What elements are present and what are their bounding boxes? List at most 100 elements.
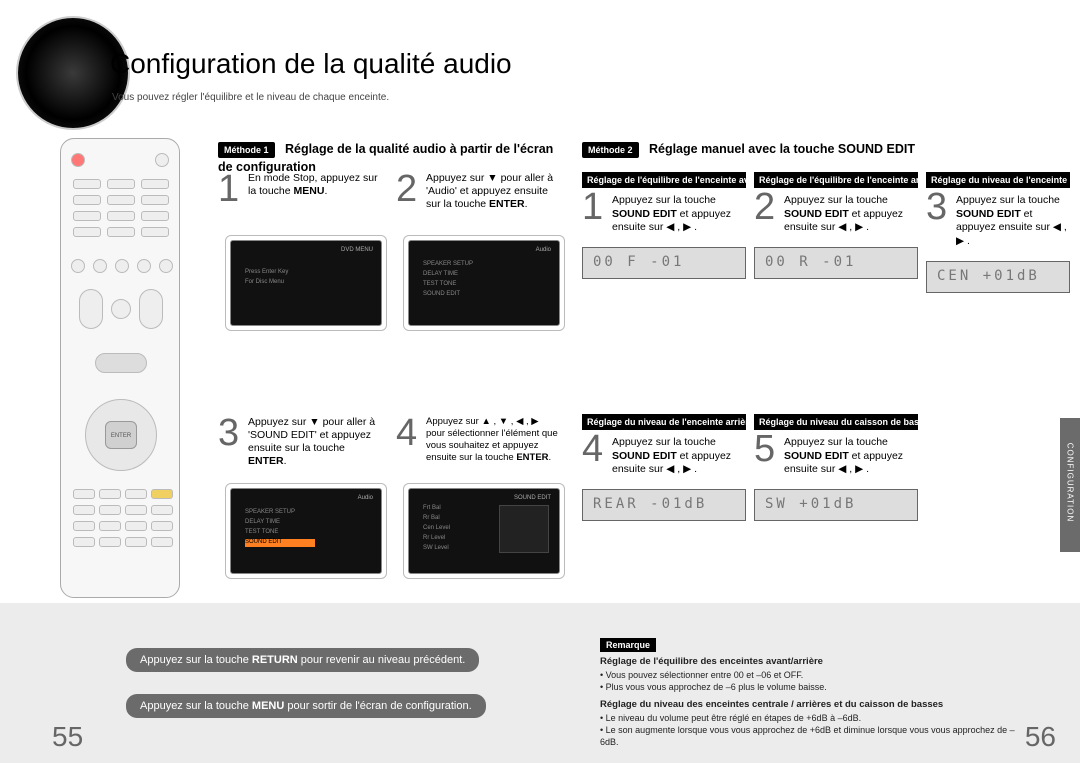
screen-line: SW Level: [423, 545, 449, 551]
remarque-line: • Plus vous vous approchez de –6 plus le…: [600, 681, 1030, 693]
step-text-bold: ENTER: [489, 198, 525, 210]
step-text-pre: Appuyez sur la touche: [612, 194, 716, 206]
remote-button: [73, 537, 95, 547]
section-tab-label: CONFIGURATION: [1066, 425, 1075, 541]
m2-block3: Réglage du niveau de l'enceinte centrale…: [926, 172, 1070, 293]
screen-line: TEST TONE: [423, 281, 456, 287]
remarque-label: Remarque: [600, 638, 656, 652]
screen-line: SPEAKER SETUP: [423, 261, 473, 267]
step-text-bold: SOUND EDIT: [784, 208, 849, 220]
remote-button: [107, 227, 135, 237]
page-title: Configuration de la qualité audio: [110, 48, 512, 80]
step-text-pre: Appuyez sur la touche: [956, 194, 1060, 206]
remote-button: [141, 211, 169, 221]
screen-tab: Audio: [358, 495, 373, 501]
remote-control-illustration: ENTER: [60, 138, 180, 598]
screen-line: Rr Level: [423, 535, 445, 541]
step-text: Appuyez sur la touche SOUND EDIT et appu…: [784, 194, 918, 235]
step-number: 2: [396, 172, 424, 206]
step-number: 5: [754, 430, 782, 468]
step-text-bold: ENTER: [516, 452, 548, 463]
screen-line: SPEAKER SETUP: [245, 509, 295, 515]
screen-line: Frt Bal: [423, 505, 441, 511]
step-text-pre: Appuyez sur la touche: [784, 194, 888, 206]
remote-button: [125, 521, 147, 531]
method2-header-row: Méthode 2 Réglage manuel avec la touche …: [582, 140, 915, 158]
hint-text-pre: Appuyez sur la touche: [140, 654, 252, 666]
remote-button: [159, 259, 173, 273]
section-tab: CONFIGURATION: [1060, 418, 1080, 552]
remote-button: [73, 227, 101, 237]
screen-line: For Disc Menu: [245, 279, 284, 285]
m2-block5: Réglage du niveau du caisson de basses 5…: [754, 414, 918, 521]
step-text: Appuyez sur ▲ , ▼ , ◀ , ▶ pour sélection…: [426, 416, 558, 464]
remarque-text: Plus vous vous approchez de –6 plus le v…: [606, 682, 827, 692]
screen-line: DELAY TIME: [423, 271, 458, 277]
step-text-pre: Appuyez sur la touche: [612, 436, 716, 448]
step-number: 1: [218, 172, 246, 206]
remote-button: [155, 153, 169, 167]
remote-button: [99, 505, 121, 515]
method1-header-row: Méthode 1 Réglage de la qualité audio à …: [218, 140, 558, 176]
step-text-bold: SOUND EDIT: [612, 450, 677, 462]
screen-tab: Audio: [536, 247, 551, 253]
method1-tag: Méthode 1: [218, 142, 275, 158]
remote-button: [93, 259, 107, 273]
step-text-post: .: [324, 185, 327, 197]
remote-button: [99, 489, 121, 499]
step-number: 4: [582, 430, 610, 468]
step-number: 1: [582, 188, 610, 226]
m2-block4: Réglage du niveau de l'enceinte arrière …: [582, 414, 746, 521]
step-text-post: .: [525, 198, 528, 210]
m1-step2: 2 Appuyez sur ▼ pour aller à 'Audio' et …: [396, 172, 558, 211]
remote-button: [73, 505, 95, 515]
lcd-display: 00 R -01: [754, 247, 918, 279]
m2-header: Réglage du niveau de l'enceinte arrière: [582, 414, 746, 430]
remote-enter-button: ENTER: [105, 421, 137, 449]
remote-button: [71, 259, 85, 273]
hint-text-pre: Appuyez sur la touche: [140, 700, 252, 712]
step-text: Appuyez sur ▼ pour aller à 'SOUND EDIT' …: [248, 416, 380, 469]
screen-line: TEST TONE: [245, 529, 278, 535]
m2-header: Réglage de l'équilibre de l'enceinte ava…: [582, 172, 746, 188]
remote-button: [73, 489, 95, 499]
remote-button: [107, 179, 135, 189]
screen-line: SOUND EDIT: [245, 539, 282, 545]
remote-button: [107, 211, 135, 221]
remote-button: [151, 537, 173, 547]
page-number-left: 55: [52, 721, 83, 753]
remote-volume-rocker: [79, 289, 103, 329]
step-number: 3: [926, 188, 954, 226]
m2-header: Réglage de l'équilibre de l'enceinte arr…: [754, 172, 918, 188]
lcd-display: REAR -01dB: [582, 489, 746, 521]
m2-header: Réglage du niveau de l'enceinte centrale: [926, 172, 1070, 188]
page-subtitle: Vous pouvez régler l'équilibre et le niv…: [112, 92, 389, 103]
remarque-text: Vous pouvez sélectionner entre 00 et –06…: [606, 670, 804, 680]
remote-button: [125, 537, 147, 547]
hint-menu: Appuyez sur la touche MENU pour sortir d…: [126, 694, 486, 718]
remote-button: [115, 259, 129, 273]
step-text: Appuyez sur la touche SOUND EDIT et appu…: [612, 194, 746, 235]
remote-mute-icon: [111, 299, 131, 319]
remote-button: [73, 195, 101, 205]
m1-screen3: Audio SPEAKER SETUP DELAY TIME TEST TONE…: [230, 488, 382, 574]
hint-text-bold: MENU: [252, 700, 284, 712]
remote-button: [137, 259, 151, 273]
remarque-text: Le niveau du volume peut être réglé en é…: [606, 713, 861, 723]
step-text-post: .: [284, 455, 287, 467]
manual-page-spread: Configuration de la qualité audio Vous p…: [0, 0, 1080, 763]
remarque-text: Le son augmente lorsque vous vous approc…: [600, 725, 1015, 747]
method2-title: Réglage manuel avec la touche SOUND EDIT: [649, 142, 915, 156]
remarque-line: • Vous pouvez sélectionner entre 00 et –…: [600, 669, 1030, 681]
remote-button: [99, 521, 121, 531]
m1-screen1: DVD MENU Press Enter Key For Disc Menu: [230, 240, 382, 326]
m2-block2: Réglage de l'équilibre de l'enceinte arr…: [754, 172, 918, 279]
remarque-sec1-title: Réglage de l'équilibre des enceintes ava…: [600, 656, 1030, 669]
remote-button: [73, 211, 101, 221]
step-text: Appuyez sur la touche SOUND EDIT et appu…: [956, 194, 1070, 249]
step-text-pre: Appuyez sur ▼ pour aller à 'SOUND EDIT' …: [248, 416, 375, 454]
step-text-bold: SOUND EDIT: [956, 208, 1021, 220]
remote-button: [73, 521, 95, 531]
remarque-sec2-title: Réglage du niveau des enceintes centrale…: [600, 699, 1030, 712]
hint-text-post: pour revenir au niveau précédent.: [298, 654, 466, 666]
